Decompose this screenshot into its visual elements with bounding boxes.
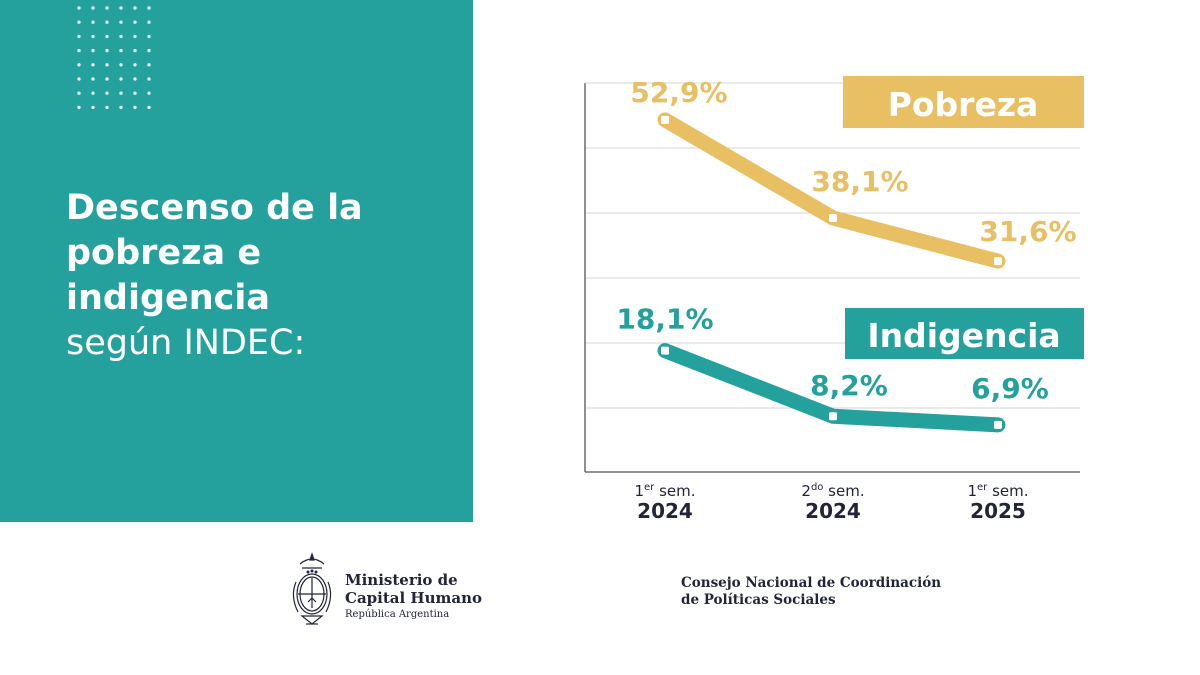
dot-decoration — [77, 34, 81, 39]
dot-decoration — [147, 91, 151, 95]
chart-legend: Pobreza Indigencia — [843, 76, 1084, 359]
x-tick-label-year: 2025 — [970, 499, 1026, 523]
x-tick-label-period: 1er sem. — [967, 482, 1028, 500]
legend-box-indigencia — [845, 308, 1084, 359]
dot-decoration — [91, 63, 95, 67]
dot-decoration — [77, 105, 81, 110]
ministry-name-line-1: Ministerio de — [345, 571, 458, 589]
dot-decoration — [105, 48, 109, 53]
dot-decoration — [105, 34, 109, 39]
data-label-pobreza: 38,1% — [811, 165, 908, 198]
legend-label-pobreza: Pobreza — [888, 85, 1039, 124]
data-label-pobreza: 52,9% — [630, 76, 727, 109]
ministry-country: República Argentina — [345, 609, 450, 620]
dot-decoration — [91, 34, 95, 39]
dot-decoration — [133, 91, 137, 95]
poverty-chart: Pobreza Indigencia 52,9% 38,1% 31,6% 18,1% 8,… — [584, 76, 1084, 523]
dot-pattern-decoration — [77, 6, 151, 110]
dot-decoration — [91, 48, 95, 53]
dot-decoration — [77, 77, 81, 81]
ministry-logo: Ministerio de Capital Humano República A… — [288, 552, 508, 632]
dot-decoration — [77, 91, 81, 95]
dot-decoration — [119, 6, 123, 10]
data-point-indigencia — [829, 412, 837, 421]
dot-decoration — [133, 34, 137, 39]
dot-decoration — [119, 20, 123, 24]
data-label-indigencia: 18,1% — [616, 303, 713, 336]
dot-decoration — [147, 20, 151, 24]
data-point-indigencia — [994, 420, 1002, 429]
dot-decoration — [119, 48, 123, 53]
dot-decoration — [147, 63, 151, 67]
dot-decoration — [133, 77, 137, 81]
headline-panel: Descenso de la pobreza e indigencia segú… — [0, 0, 473, 522]
council-name-line-1: Consejo Nacional de Coordinación — [681, 575, 942, 591]
headline: Descenso de la pobreza e indigencia segú… — [66, 186, 363, 366]
dot-decoration — [105, 20, 109, 24]
dot-decoration — [133, 6, 137, 10]
dot-decoration — [105, 91, 109, 95]
council-name-line-2: de Políticas Sociales — [681, 592, 836, 608]
dot-decoration — [147, 6, 151, 10]
legend-box-pobreza — [843, 76, 1084, 128]
data-label-indigencia: 6,9% — [971, 372, 1049, 405]
dot-decoration — [147, 77, 151, 81]
dot-decoration — [119, 63, 123, 67]
dot-decoration — [77, 63, 81, 67]
dot-decoration — [77, 20, 81, 24]
data-label-pobreza: 31,6% — [979, 215, 1076, 248]
dot-decoration — [91, 105, 95, 110]
headline-line-1: Descenso de la — [66, 188, 363, 228]
x-tick-label-year: 2024 — [637, 499, 693, 523]
dot-decoration — [91, 77, 95, 81]
legend-label-indigencia: Indigencia — [867, 316, 1060, 355]
dot-decoration — [91, 91, 95, 95]
headline-line-4: según INDEC: — [66, 323, 306, 363]
data-label-indigencia: 8,2% — [810, 369, 888, 402]
dot-decoration — [105, 77, 109, 81]
chart-gridlines — [585, 147, 1080, 409]
x-tick-label-period: 1er sem. — [634, 482, 695, 500]
headline-line-3: indigencia — [66, 278, 271, 318]
dot-decoration — [133, 63, 137, 67]
dot-decoration — [77, 6, 81, 10]
dot-decoration — [133, 105, 137, 110]
dot-decoration — [133, 20, 137, 24]
dot-decoration — [105, 105, 109, 110]
council-name: Consejo Nacional de Coordinación de Polí… — [681, 575, 941, 609]
data-point-pobreza — [994, 257, 1002, 266]
headline-line-2: pobreza e — [66, 233, 262, 273]
dot-decoration — [147, 48, 151, 53]
x-tick-label-period: 2do sem. — [801, 482, 864, 500]
dot-decoration — [147, 34, 151, 39]
data-point-indigencia — [661, 346, 669, 355]
dot-decoration — [77, 48, 81, 53]
chart-series: 52,9% 38,1% 31,6% 18,1% 8,2% 6,9% — [616, 76, 1077, 433]
dot-decoration — [119, 77, 123, 81]
dot-decoration — [119, 34, 123, 39]
dot-decoration — [105, 63, 109, 67]
dot-decoration — [105, 6, 109, 10]
dot-decoration — [133, 48, 137, 53]
data-point-pobreza — [829, 213, 837, 222]
argentina-coat-of-arms-icon — [292, 552, 332, 625]
dot-decoration — [147, 105, 151, 110]
x-tick-label-year: 2024 — [805, 499, 861, 523]
dot-decoration — [119, 91, 123, 95]
chart-axes — [584, 82, 1080, 473]
dot-decoration — [91, 6, 95, 10]
dot-decoration — [119, 105, 123, 110]
ministry-name-line-2: Capital Humano — [345, 589, 482, 607]
dot-decoration — [91, 20, 95, 24]
data-point-pobreza — [661, 115, 669, 124]
